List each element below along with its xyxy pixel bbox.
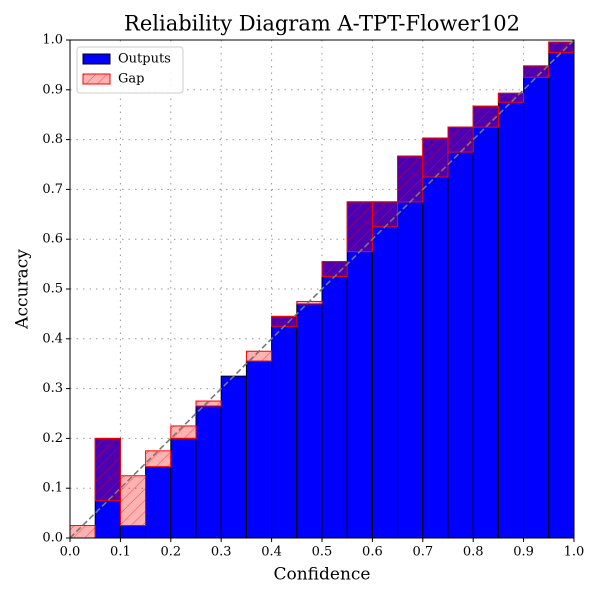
gap-hatch <box>321 261 348 278</box>
output-bar <box>447 126 474 539</box>
x-tick-label: 0.0 <box>60 545 81 560</box>
x-tick-label: 0.9 <box>513 545 534 560</box>
y-tick-label: 0.3 <box>42 381 63 396</box>
gap-hatch <box>472 105 499 128</box>
gap-hatch <box>447 126 474 153</box>
y-tick-label: 0.8 <box>42 132 63 147</box>
gap-hatch <box>271 315 298 327</box>
gap-hatch <box>170 425 197 439</box>
x-tick-label: 0.7 <box>412 545 433 560</box>
x-tick-label: 0.2 <box>160 545 181 560</box>
output-bar <box>245 360 273 539</box>
gap-hatch <box>397 155 424 203</box>
gap-hatch <box>523 65 550 78</box>
y-axis-label: Accuracy <box>13 249 33 330</box>
output-bar <box>296 303 323 539</box>
x-tick-label: 1.0 <box>564 545 585 560</box>
x-tick-label: 0.6 <box>362 545 383 560</box>
y-tick-label: 0.4 <box>42 331 63 346</box>
y-tick-label: 1.0 <box>42 33 63 48</box>
output-bar <box>119 525 147 539</box>
gap-hatch <box>346 201 373 253</box>
legend-swatch <box>82 53 111 65</box>
output-bar <box>472 105 499 539</box>
y-tick-label: 0.2 <box>42 431 63 446</box>
output-bar <box>145 466 172 539</box>
output-bar <box>346 201 373 539</box>
output-bar <box>397 155 424 539</box>
y-tick-label: 0.5 <box>42 282 63 297</box>
output-bar <box>422 137 449 539</box>
x-tick-label: 0.5 <box>312 545 333 560</box>
x-tick-label: 0.8 <box>463 545 484 560</box>
legend-swatch-hatch <box>82 73 111 85</box>
gap-hatch <box>371 201 399 228</box>
output-bar <box>497 92 525 539</box>
x-tick-label: 0.3 <box>211 545 232 560</box>
output-bar <box>371 201 399 539</box>
gap-hatch <box>497 92 525 103</box>
y-tick-label: 0.9 <box>42 82 63 97</box>
y-tick-label: 0.6 <box>42 232 63 247</box>
output-bar <box>170 437 197 539</box>
legend-label: Outputs <box>118 52 171 67</box>
gap-hatch <box>422 137 449 178</box>
gap-hatch <box>119 475 147 527</box>
y-tick-label: 0.7 <box>42 182 63 197</box>
x-tick-label: 0.1 <box>110 545 131 560</box>
diagonal <box>69 39 575 539</box>
output-bar <box>523 65 550 539</box>
output-bar <box>271 315 298 539</box>
output-bar <box>548 41 575 539</box>
y-tick-label: 0.1 <box>42 481 63 496</box>
legend-label: Gap <box>118 72 144 87</box>
y-tick-label: 0.0 <box>42 531 63 546</box>
chart-title: Reliability Diagram A-TPT-Flower102 <box>124 12 520 36</box>
x-axis-label: Confidence <box>273 565 370 585</box>
output-bar <box>220 375 247 539</box>
gap-hatch <box>94 437 121 502</box>
gap-hatch <box>145 450 172 468</box>
output-bar <box>195 405 222 539</box>
x-tick-label: 0.4 <box>261 545 282 560</box>
gap-hatch <box>69 525 96 539</box>
output-bar <box>321 261 348 539</box>
